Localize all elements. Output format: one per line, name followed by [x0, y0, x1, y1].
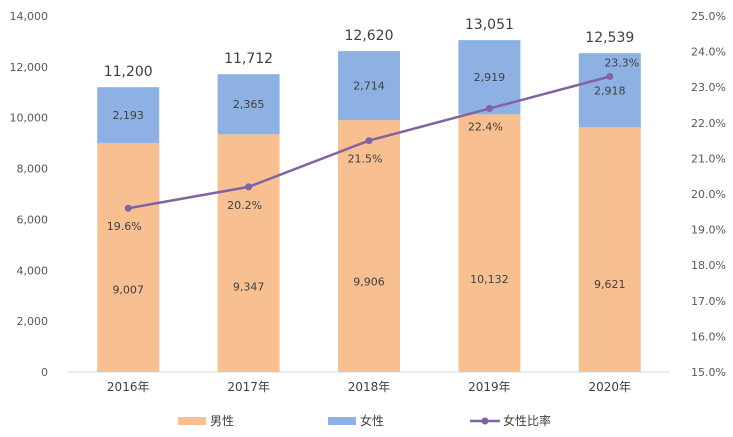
segment-value-label: 2,714: [353, 80, 385, 93]
x-category-label: 2020年: [589, 380, 632, 394]
y-left-tick-label: 12,000: [10, 61, 49, 74]
bar-segment-female: [338, 51, 400, 121]
ratio-point: [365, 137, 373, 145]
y-right-tick-label: 20.0%: [691, 188, 726, 201]
legend-marker-ratio: [481, 417, 489, 425]
y-right-tick-label: 21.0%: [691, 152, 726, 165]
x-category-label: 2018年: [348, 380, 391, 394]
ratio-line: 19.6% 20.2% 21.5% 22.4% 23.3%: [107, 57, 640, 234]
total-value-label: 11,200: [104, 64, 153, 80]
bar-segment-male: [458, 114, 521, 372]
legend-swatch-female: [328, 417, 356, 425]
ratio-value-label: 21.5%: [348, 153, 383, 166]
bar-segment-male: [97, 142, 160, 372]
segment-value-label: 9,007: [112, 284, 144, 297]
ratio-value-label: 23.3%: [604, 57, 639, 70]
ratio-value-label: 22.4%: [468, 121, 503, 134]
y-right-tick-label: 22.0%: [691, 117, 726, 130]
y-right-tick-label: 16.0%: [691, 330, 726, 343]
right-axis: 15.0% 16.0% 17.0% 18.0% 19.0% 20.0% 21.0% 22.0%…: [691, 10, 726, 379]
y-right-tick-label: 19.0%: [691, 224, 726, 237]
segment-value-label: 9,347: [233, 280, 265, 293]
total-value-label: 13,051: [465, 17, 514, 33]
y-right-tick-label: 23.0%: [691, 81, 726, 94]
ratio-value-label: 20.2%: [227, 199, 262, 212]
legend-label-ratio: 女性比率: [503, 413, 551, 428]
left-axis: 0 2,000 4,000 6,000 8,000 10,000 12,000 14,000: [10, 10, 49, 379]
y-left-tick-label: 6,000: [17, 213, 49, 226]
x-category-label: 2016年: [107, 380, 150, 394]
ratio-value-label: 19.6%: [107, 220, 142, 233]
y-right-tick-label: 18.0%: [691, 259, 726, 272]
ratio-point: [124, 204, 132, 212]
y-left-tick-label: 0: [41, 366, 48, 379]
segment-value-label: 2,193: [112, 109, 144, 122]
bar-segment-male: [217, 134, 280, 372]
segment-value-label: 2,919: [474, 71, 506, 84]
ratio-point: [606, 73, 614, 81]
legend-label-female: 女性: [360, 413, 384, 428]
x-category-label: 2017年: [227, 380, 270, 394]
y-left-tick-label: 8,000: [17, 163, 49, 176]
segment-value-label: 2,918: [594, 84, 626, 97]
segment-value-label: 2,365: [233, 98, 265, 111]
y-right-tick-label: 15.0%: [691, 366, 726, 379]
segment-value-label: 9,906: [353, 275, 385, 288]
y-left-tick-label: 4,000: [17, 264, 49, 277]
bar-segment-male: [578, 127, 641, 372]
y-left-tick-label: 14,000: [10, 10, 49, 23]
bars: 9,007 2,193 11,200 9,347 2,365 11,712 9,906 2,7…: [97, 17, 641, 372]
bar-segment-female: [578, 53, 641, 128]
y-left-tick-label: 10,000: [10, 112, 49, 125]
total-value-label: 12,539: [585, 30, 634, 46]
bar-segment-female: [97, 87, 160, 143]
y-left-tick-label: 2,000: [17, 315, 49, 328]
y-right-tick-label: 25.0%: [691, 10, 726, 23]
bar-segment-male: [338, 120, 400, 372]
total-value-label: 12,620: [345, 28, 394, 44]
y-right-tick-label: 24.0%: [691, 46, 726, 59]
legend: 男性 女性 女性比率: [178, 413, 551, 428]
ratio-point: [245, 183, 253, 191]
ratio-point: [485, 105, 493, 113]
legend-label-male: 男性: [210, 414, 234, 428]
legend-swatch-male: [178, 417, 206, 425]
y-right-tick-label: 17.0%: [691, 295, 726, 308]
bar-segment-female: [217, 74, 280, 135]
category-labels: 2016年 2017年 2018年 2019年 2020年: [107, 380, 631, 394]
segment-value-label: 9,621: [594, 278, 626, 291]
total-value-label: 11,712: [224, 51, 273, 67]
segment-value-label: 10,132: [470, 273, 509, 286]
x-category-label: 2019年: [468, 380, 511, 394]
